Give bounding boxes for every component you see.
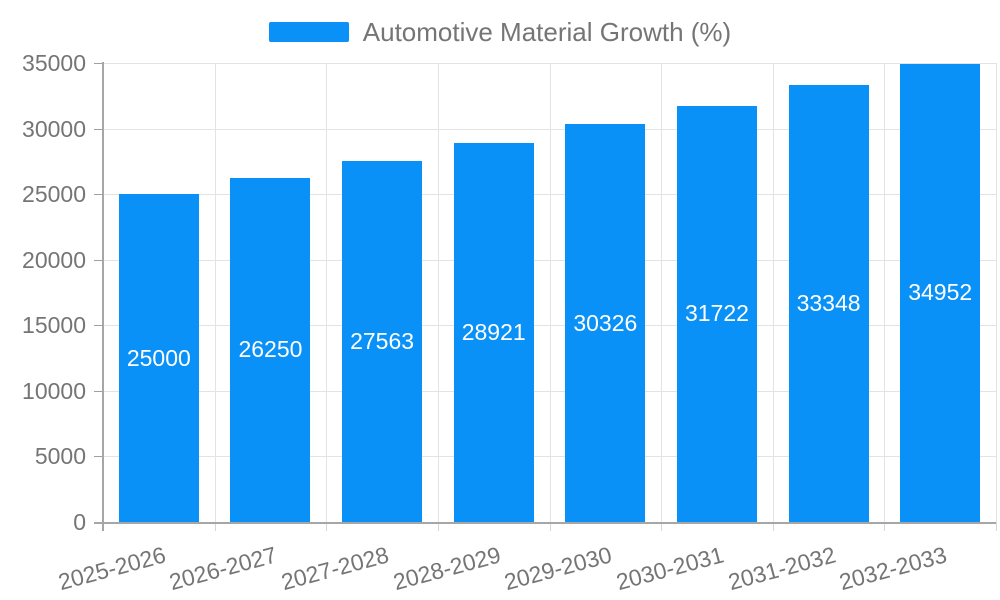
bar[interactable]: 27563 bbox=[342, 160, 423, 522]
x-gridline bbox=[549, 63, 551, 522]
y-axis-tick bbox=[94, 325, 103, 327]
x-axis-tick bbox=[437, 522, 439, 531]
legend-swatch bbox=[268, 22, 349, 42]
y-axis-line bbox=[102, 62, 104, 531]
legend-label: Automotive Material Growth (%) bbox=[362, 16, 732, 47]
bar[interactable]: 28921 bbox=[453, 142, 534, 522]
x-axis-line bbox=[94, 522, 996, 524]
x-gridline bbox=[661, 63, 663, 522]
y-axis-label: 5000 bbox=[34, 443, 86, 470]
y-axis-label: 15000 bbox=[22, 312, 86, 339]
x-gridline bbox=[884, 63, 886, 522]
bar-value-label: 28921 bbox=[461, 318, 526, 345]
x-axis-tick bbox=[549, 522, 551, 531]
y-axis-tick bbox=[94, 128, 103, 130]
bar[interactable]: 33348 bbox=[788, 84, 869, 522]
y-axis-tick bbox=[94, 63, 103, 64]
y-axis-tick bbox=[94, 259, 103, 261]
y-axis-label: 30000 bbox=[22, 115, 86, 142]
y-axis-label: 35000 bbox=[22, 50, 86, 76]
bar[interactable]: 31722 bbox=[676, 105, 757, 522]
bar-value-label: 25000 bbox=[126, 344, 191, 371]
x-axis-tick bbox=[772, 522, 774, 531]
x-axis-tick bbox=[214, 522, 216, 531]
y-axis-label: 10000 bbox=[22, 377, 86, 404]
bar-value-label: 27563 bbox=[350, 327, 415, 354]
y-axis-label: 0 bbox=[73, 509, 86, 535]
legend-item[interactable]: Automotive Material Growth (%) bbox=[0, 17, 1000, 47]
bar[interactable]: 26250 bbox=[230, 177, 311, 522]
y-axis-tick bbox=[94, 456, 103, 458]
y-axis-label: 25000 bbox=[22, 181, 86, 208]
bar-value-label: 31722 bbox=[684, 300, 749, 327]
bar-value-label: 34952 bbox=[908, 279, 973, 306]
bar-value-label: 33348 bbox=[796, 289, 861, 316]
x-gridline bbox=[996, 63, 997, 522]
bar[interactable]: 30326 bbox=[565, 124, 646, 522]
x-gridline bbox=[326, 63, 328, 522]
x-axis-tick bbox=[996, 522, 997, 531]
bar[interactable]: 34952 bbox=[900, 63, 981, 522]
y-axis-label: 20000 bbox=[22, 246, 86, 273]
x-gridline bbox=[437, 63, 439, 522]
y-axis-tick bbox=[94, 194, 103, 196]
x-axis-tick bbox=[884, 522, 886, 531]
x-axis-tick bbox=[326, 522, 328, 531]
x-axis-tick bbox=[661, 522, 663, 531]
bar[interactable]: 25000 bbox=[118, 194, 199, 522]
bar-value-label: 26250 bbox=[238, 336, 303, 363]
y-axis-tick bbox=[94, 390, 103, 392]
x-gridline bbox=[772, 63, 774, 522]
bar-value-label: 30326 bbox=[573, 309, 638, 336]
x-gridline bbox=[214, 63, 216, 522]
